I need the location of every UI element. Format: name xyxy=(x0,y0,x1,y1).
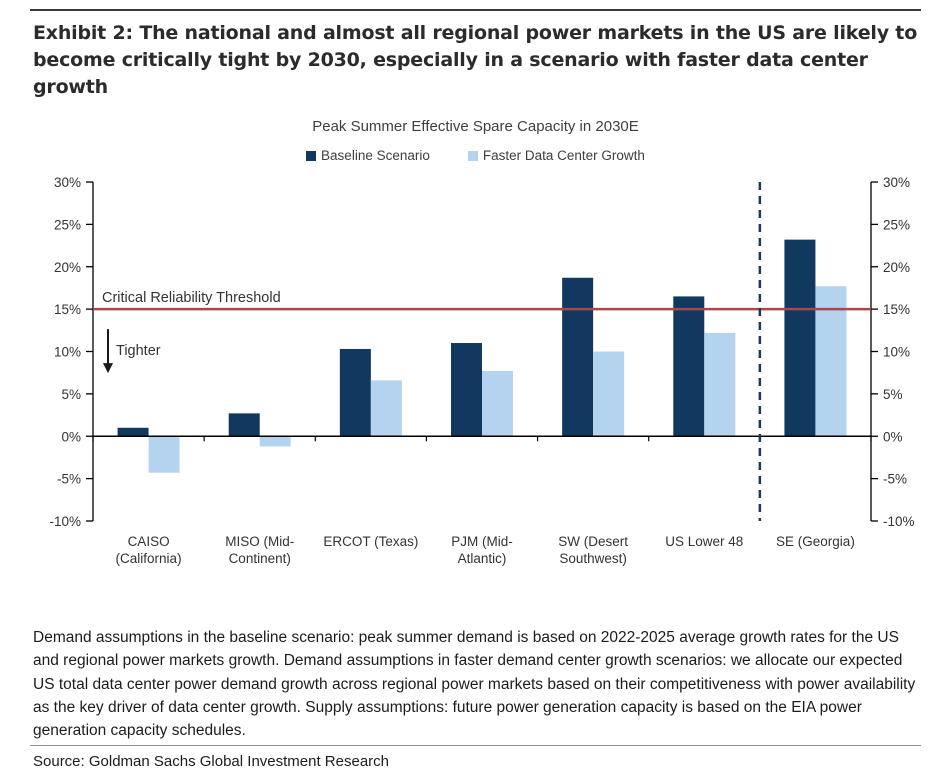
y-tick-label-right: 0% xyxy=(883,429,903,444)
legend-item-baseline: Baseline Scenario xyxy=(306,148,430,163)
category-label-3: ERCOT (Texas) xyxy=(323,534,418,549)
bar-baseline-2 xyxy=(228,413,260,437)
bar-faster-2 xyxy=(259,436,291,447)
bar-faster-1 xyxy=(148,436,180,473)
y-tick-label-left: 10% xyxy=(54,345,81,360)
category-label-1: CAISO (California) xyxy=(116,534,182,566)
bar-faster-7 xyxy=(815,286,847,437)
bar-baseline-6 xyxy=(673,296,705,437)
exhibit-title: Exhibit 2: The national and almost all r… xyxy=(33,22,918,98)
chart-title: Peak Summer Effective Spare Capacity in … xyxy=(312,118,639,135)
category-label-4: PJM (Mid-Atlantic) xyxy=(451,534,513,566)
legend-swatch-baseline-icon xyxy=(306,150,317,161)
y-tick-label-right: -10% xyxy=(883,514,915,529)
bar-baseline-3 xyxy=(339,348,371,437)
y-tick-label-left: 5% xyxy=(61,387,81,402)
bar-chart: -10% -10% -5% -5% 0% 0% 5% 5% 10% 10% 15% 15% 20% 20%… xyxy=(49,175,915,566)
y-tick-label-left: -5% xyxy=(57,472,81,487)
bar-faster-4 xyxy=(482,370,513,437)
bar-faster-3 xyxy=(370,380,402,437)
y-tick-label-right: 20% xyxy=(883,260,910,275)
category-label-5: SW (Desert Southwest) xyxy=(558,534,628,566)
y-tick-label-left: 20% xyxy=(54,260,81,275)
y-tick-label-left: 30% xyxy=(54,175,81,190)
category-label-6: US Lower 48 xyxy=(665,534,743,549)
y-tick-label-left: 15% xyxy=(54,302,81,317)
y-tick-label-left: 25% xyxy=(54,217,81,232)
bar-baseline-7 xyxy=(784,239,816,437)
legend-swatch-faster-growth-icon xyxy=(467,150,478,161)
y-tick-label-left: -10% xyxy=(49,514,81,529)
y-tick-label-left: 0% xyxy=(61,429,81,444)
y-tick-label-right: 15% xyxy=(883,302,910,317)
bar-baseline-1 xyxy=(117,427,149,437)
y-tick-label-right: -5% xyxy=(883,472,907,487)
tighter-label: Tighter xyxy=(116,343,161,359)
legend-label-faster-growth: Faster Data Center Growth xyxy=(482,148,645,163)
y-tick-label-right: 10% xyxy=(883,345,910,360)
source-line: Source: Goldman Sachs Global Investment … xyxy=(33,753,390,770)
threshold-label: Critical Reliability Threshold xyxy=(102,290,281,306)
tighter-arrow-head-icon xyxy=(103,363,113,374)
bar-baseline-5 xyxy=(562,277,594,437)
footnote: Demand assumptions in the baseline scena… xyxy=(33,629,916,739)
top-divider xyxy=(30,9,921,11)
bar-faster-5 xyxy=(593,351,625,437)
legend-item-faster-growth: Faster Data Center Growth xyxy=(467,148,645,163)
bar-faster-6 xyxy=(704,332,736,437)
source-divider xyxy=(30,745,921,746)
legend-label-baseline: Baseline Scenario xyxy=(321,148,430,163)
y-tick-label-right: 5% xyxy=(883,387,903,402)
category-label-7: SE (Georgia) xyxy=(776,534,855,549)
y-tick-label-right: 25% xyxy=(883,217,910,232)
category-label-2: MISO (Mid-Continent) xyxy=(225,534,294,566)
bar-baseline-4 xyxy=(451,343,482,437)
chart-legend: Baseline Scenario Faster Data Center Gro… xyxy=(0,148,951,163)
y-tick-label-right: 30% xyxy=(883,175,910,190)
